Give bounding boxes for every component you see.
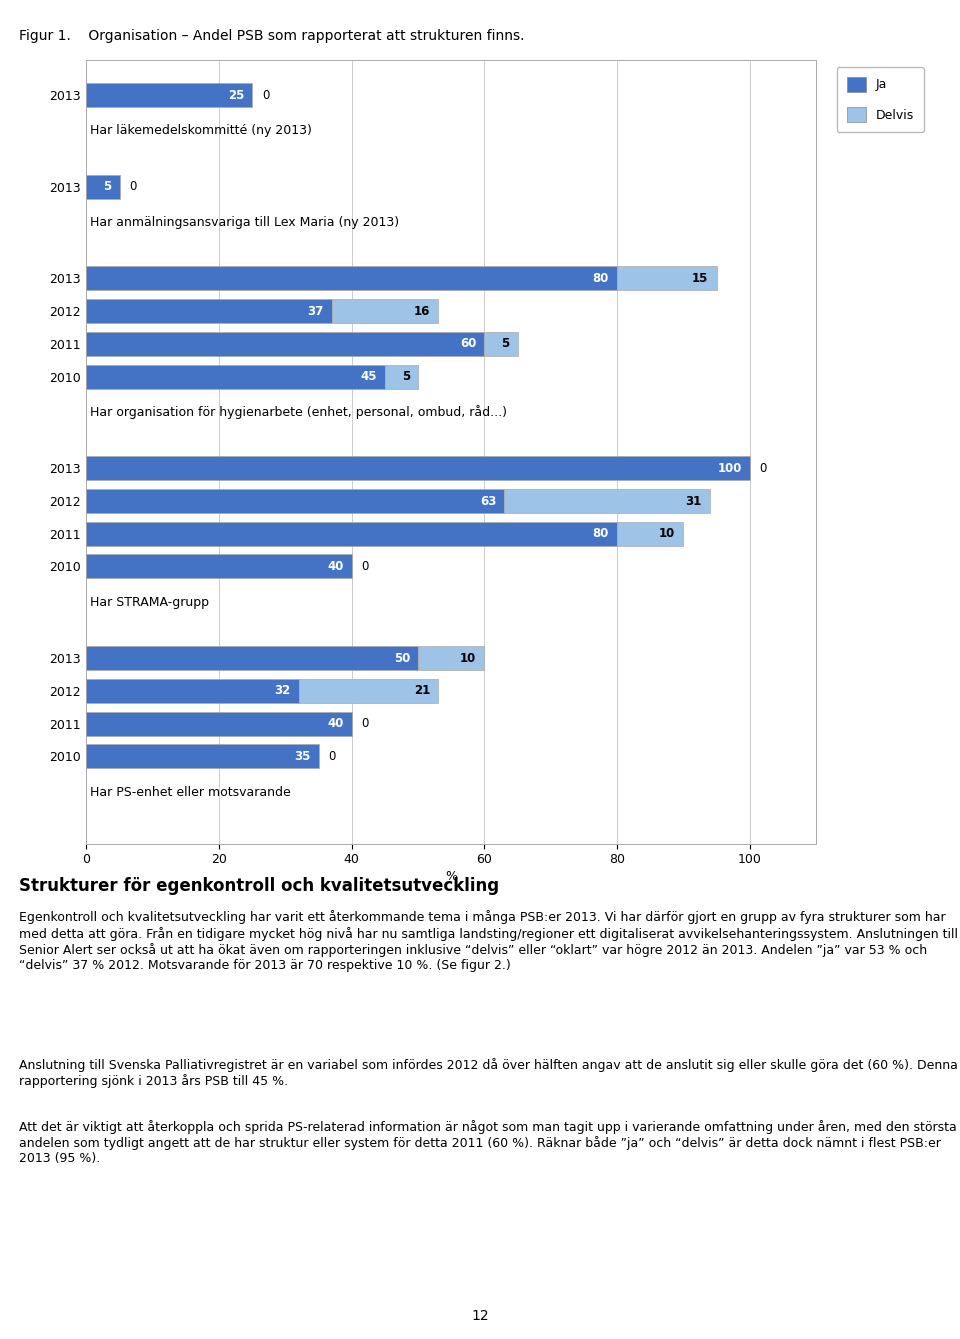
Bar: [332, 299, 438, 323]
Text: Strukturer för egenkontroll och kvalitetsutveckling: Strukturer för egenkontroll och kvalitet…: [19, 877, 499, 894]
Bar: [86, 679, 299, 703]
Text: 10: 10: [460, 652, 476, 664]
X-axis label: %: %: [445, 870, 457, 884]
Text: 31: 31: [685, 494, 702, 507]
Text: 40: 40: [327, 560, 344, 573]
Text: Har anmälningsansvariga till Lex Maria (ny 2013): Har anmälningsansvariga till Lex Maria (…: [89, 216, 398, 229]
Text: Figur 1.    Organisation – Andel PSB som rapporterat att strukturen finns.: Figur 1. Organisation – Andel PSB som ra…: [19, 29, 525, 43]
Text: 37: 37: [307, 305, 324, 317]
Bar: [86, 332, 485, 356]
Bar: [86, 83, 252, 107]
Text: 5: 5: [104, 181, 111, 193]
Text: 50: 50: [394, 652, 410, 664]
Text: 5: 5: [501, 337, 510, 351]
Text: 10: 10: [660, 528, 676, 540]
Text: 16: 16: [414, 305, 430, 317]
Legend: Ja, Delvis: Ja, Delvis: [837, 67, 924, 133]
Text: 0: 0: [362, 560, 369, 573]
Bar: [418, 647, 485, 670]
Text: 40: 40: [327, 718, 344, 730]
Bar: [385, 364, 418, 388]
Text: 15: 15: [692, 272, 708, 285]
Bar: [86, 299, 332, 323]
Text: 45: 45: [360, 370, 377, 383]
Bar: [485, 332, 517, 356]
Text: Har PS-enhet eller motsvarande: Har PS-enhet eller motsvarande: [89, 786, 291, 798]
Text: 0: 0: [328, 750, 336, 763]
Text: Att det är viktigt att återkoppla och sprida PS-relaterad information är något s: Att det är viktigt att återkoppla och sp…: [19, 1121, 957, 1165]
Text: 35: 35: [294, 750, 311, 763]
Bar: [299, 679, 438, 703]
Bar: [86, 364, 385, 388]
Text: 21: 21: [414, 684, 430, 698]
Text: 0: 0: [362, 718, 369, 730]
Bar: [86, 522, 617, 546]
Bar: [86, 554, 351, 578]
Text: Har STRAMA-grupp: Har STRAMA-grupp: [89, 596, 208, 609]
Bar: [86, 647, 418, 670]
Text: 25: 25: [228, 88, 244, 102]
Bar: [617, 522, 684, 546]
Text: 0: 0: [759, 462, 767, 475]
Text: 80: 80: [592, 272, 609, 285]
Bar: [86, 175, 120, 198]
Bar: [86, 457, 750, 481]
Text: 5: 5: [402, 370, 410, 383]
Bar: [617, 266, 716, 291]
Bar: [86, 744, 319, 769]
Text: 0: 0: [262, 88, 270, 102]
Text: 0: 0: [130, 181, 137, 193]
Text: Egenkontroll och kvalitetsutveckling har varit ett återkommande tema i många PSB: Egenkontroll och kvalitetsutveckling har…: [19, 911, 958, 972]
Bar: [504, 489, 709, 513]
Text: Har läkemedelskommitté (ny 2013): Har läkemedelskommitté (ny 2013): [89, 125, 312, 138]
Bar: [86, 711, 351, 735]
Bar: [86, 489, 504, 513]
Text: 80: 80: [592, 528, 609, 540]
Text: 63: 63: [480, 494, 496, 507]
Text: Har organisation för hygienarbete (enhet, personal, ombud, råd...): Har organisation för hygienarbete (enhet…: [89, 406, 507, 419]
Text: 12: 12: [471, 1310, 489, 1323]
Bar: [86, 266, 617, 291]
Text: Anslutning till Svenska Palliativregistret är en variabel som infördes 2012 då ö: Anslutning till Svenska Palliativregistr…: [19, 1058, 958, 1089]
Text: 100: 100: [717, 462, 742, 475]
Text: 32: 32: [275, 684, 291, 698]
Text: 60: 60: [460, 337, 476, 351]
